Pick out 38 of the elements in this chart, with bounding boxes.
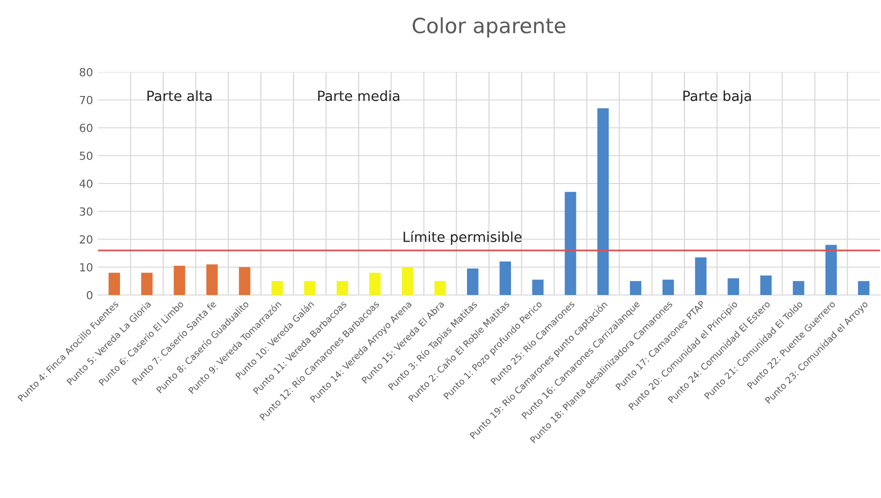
bar [369, 272, 381, 295]
bar [174, 266, 186, 295]
y-tick-label: 20 [80, 235, 92, 244]
bar [825, 244, 837, 295]
bar [630, 281, 642, 295]
bar [272, 281, 283, 295]
bar [108, 272, 120, 295]
y-tick-label: 60 [80, 124, 92, 132]
annotation: Parte media [318, 90, 400, 102]
bar [662, 280, 674, 295]
bar [304, 281, 316, 295]
bar [238, 267, 250, 295]
y-tick-label: 80 [80, 68, 92, 76]
bar [500, 262, 511, 295]
bar [760, 275, 772, 295]
bar [858, 281, 870, 295]
y-tick-label: 0 [86, 290, 92, 300]
chart-title: Color aparente [412, 17, 566, 38]
y-tick-label: 10 [80, 263, 92, 272]
y-tick-label: 40 [80, 179, 92, 188]
bar [336, 281, 348, 295]
bar [532, 280, 544, 295]
bar [402, 267, 414, 295]
bar [141, 272, 153, 295]
ref-line-label: Límite permisible [404, 230, 522, 245]
y-tick-label: 70 [80, 96, 92, 104]
bar [597, 108, 609, 295]
annotation: Parte baja [683, 90, 751, 104]
bar [792, 281, 804, 295]
y-tick-label: 50 [80, 152, 92, 160]
bar [206, 264, 218, 295]
bar [728, 278, 740, 295]
bar [564, 192, 576, 295]
y-tick-label: 30 [80, 207, 92, 216]
bar [467, 268, 478, 295]
bar [695, 257, 706, 295]
bar [434, 281, 446, 295]
annotation: Parte alta [147, 90, 212, 102]
